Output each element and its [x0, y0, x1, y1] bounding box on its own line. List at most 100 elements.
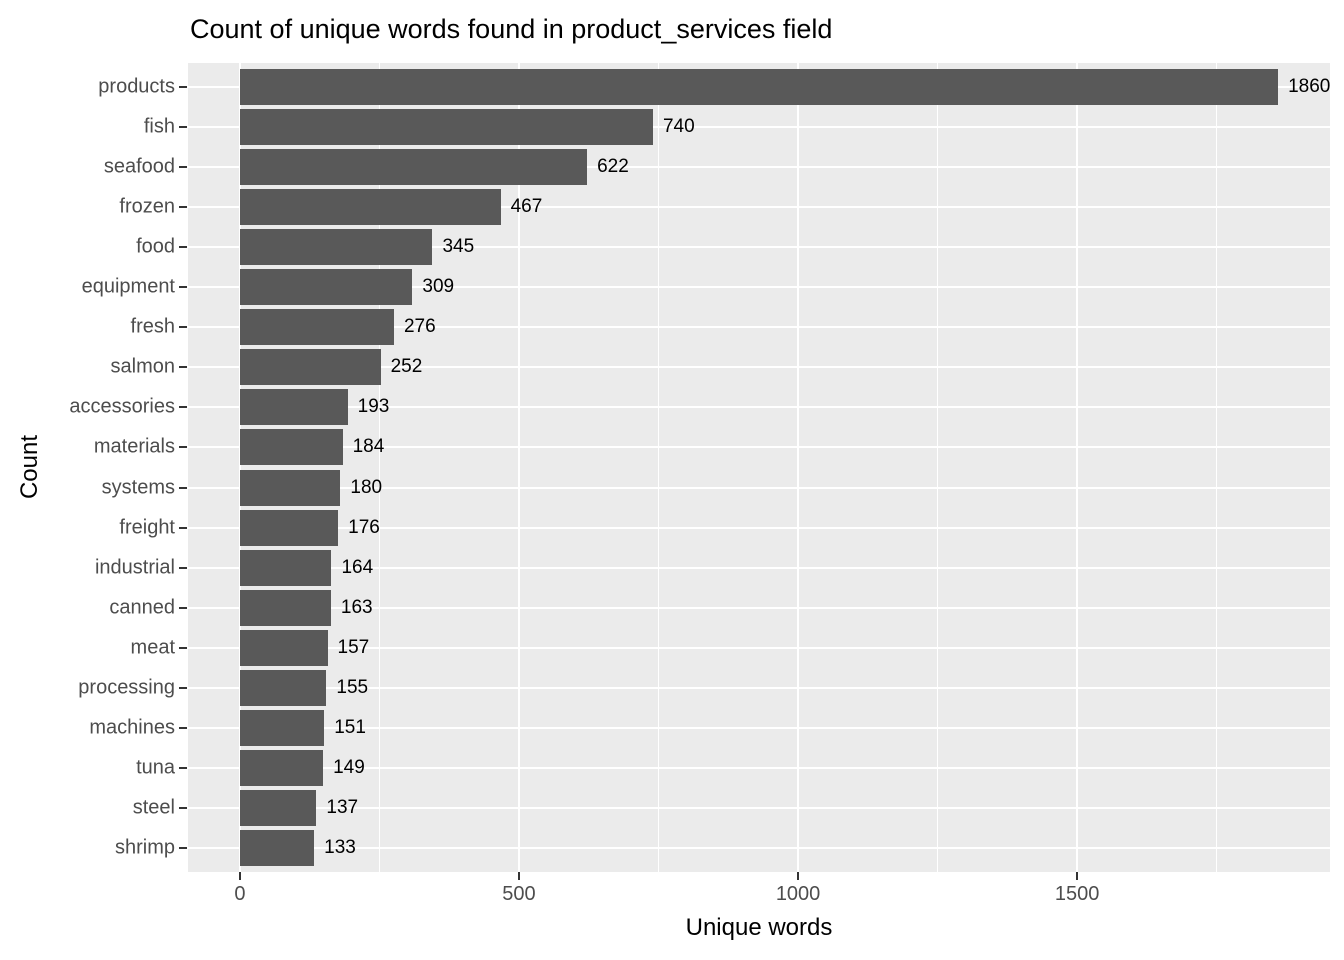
y-axis-tick-mark	[179, 366, 187, 369]
bar	[239, 429, 343, 466]
gridline-major-horizontal	[188, 846, 1330, 849]
gridline-major-horizontal	[188, 206, 1330, 209]
bar	[239, 389, 348, 426]
gridline-major-horizontal	[188, 246, 1330, 249]
bar-value-label: 176	[348, 516, 380, 538]
y-axis-tick-label: meat	[130, 636, 175, 659]
y-axis-tick-mark	[179, 686, 187, 689]
bar-value-label: 180	[350, 476, 383, 498]
bar-value-label: 252	[390, 356, 423, 378]
bar-value-label: 137	[326, 796, 359, 818]
bar-value-label: 309	[422, 276, 455, 298]
y-axis-tick-mark	[179, 286, 187, 289]
x-axis: 0 500 1000 1500	[188, 872, 1330, 917]
bar-value-label: 164	[341, 556, 374, 578]
y-axis-tick-label: materials	[93, 435, 175, 458]
gridline-minor-vertical	[378, 63, 380, 872]
y-axis-tick-label: equipment	[81, 275, 175, 298]
y-axis-tick-mark	[179, 246, 187, 249]
bar	[239, 509, 339, 546]
bar	[239, 549, 332, 586]
bar	[239, 149, 588, 186]
gridline-major-horizontal	[188, 446, 1330, 449]
y-axis-tick-mark	[179, 206, 187, 209]
bar	[239, 669, 327, 706]
gridline-major-horizontal	[188, 166, 1330, 169]
bar-value-label: 345	[442, 236, 475, 258]
y-axis-tick-label: shrimp	[114, 836, 175, 859]
y-axis-tick-mark	[179, 126, 187, 129]
y-axis-tick-label: products	[98, 75, 175, 98]
y-axis-tick-label: frozen	[119, 195, 175, 218]
x-axis-tick-label: 0	[234, 883, 246, 905]
y-axis-tick-label: systems	[101, 476, 175, 499]
plot-title: Count of unique words found in product_s…	[190, 14, 833, 44]
bar	[239, 229, 433, 266]
gridline-major-horizontal	[188, 806, 1330, 809]
gridline-major-horizontal	[188, 606, 1330, 609]
y-axis-tick-label: fresh	[130, 315, 175, 338]
gridline-minor-vertical	[1216, 63, 1218, 872]
plot-panel: 1860 740 622 467 345 309 276 252 193 184 180 176 164…	[188, 63, 1330, 872]
x-axis-tick-mark	[517, 872, 520, 880]
y-axis-tick-mark	[179, 726, 187, 729]
bar	[239, 109, 653, 146]
gridline-major-horizontal	[188, 286, 1330, 289]
y-axis-tick-mark	[179, 326, 187, 329]
x-axis-tick-mark	[797, 872, 800, 880]
gridline-minor-vertical	[658, 63, 660, 872]
bar	[239, 629, 328, 666]
bar	[239, 749, 324, 786]
bar-value-label: 622	[597, 156, 629, 178]
gridline-major-horizontal	[188, 526, 1330, 529]
bar	[239, 69, 1279, 106]
y-axis-tick-mark	[179, 166, 187, 169]
gridline-major-horizontal	[188, 326, 1330, 329]
y-axis-tick-label: steel	[132, 796, 175, 819]
y-axis-tick-label: processing	[78, 676, 175, 699]
y-axis-tick-label: canned	[109, 596, 175, 619]
y-axis-tick-label: salmon	[110, 355, 175, 378]
bar-value-label: 151	[334, 716, 366, 738]
y-axis-tick-mark	[179, 446, 187, 449]
y-axis-tick-label: tuna	[136, 756, 175, 779]
x-axis-tick-mark	[238, 872, 241, 880]
gridline-major-vertical	[238, 63, 241, 872]
bar-value-label: 184	[352, 436, 385, 458]
gridline-major-horizontal	[188, 366, 1330, 369]
x-axis-tick-label: 1500	[1054, 883, 1100, 905]
y-axis-tick-label: machines	[89, 716, 175, 739]
bar-value-label: 133	[324, 836, 356, 858]
y-axis: products fish seafood frozen food equipment fr…	[0, 63, 188, 872]
y-axis-tick-mark	[179, 486, 187, 489]
y-axis-tick-label: fish	[143, 115, 175, 138]
bar	[239, 709, 325, 746]
gridline-major-horizontal	[188, 566, 1330, 569]
bar	[239, 469, 341, 506]
gridline-major-horizontal	[188, 406, 1330, 409]
gridline-major-horizontal	[188, 686, 1330, 689]
y-axis-tick-mark	[179, 526, 187, 529]
bar	[239, 829, 315, 866]
bar-value-label: 193	[357, 396, 390, 418]
gridline-major-vertical	[517, 63, 520, 872]
gridline-minor-vertical	[937, 63, 939, 872]
y-axis-tick-mark	[179, 606, 187, 609]
x-axis-tick-mark	[1076, 872, 1079, 880]
gridline-major-horizontal	[188, 126, 1330, 129]
y-axis-title: Count	[16, 434, 43, 500]
x-axis-tick-label: 1000	[775, 883, 821, 905]
bar-value-label: 467	[510, 196, 543, 218]
bar-value-label: 740	[662, 116, 695, 138]
bar-value-label: 276	[403, 316, 436, 338]
gridline-major-vertical	[1076, 63, 1079, 872]
y-axis-tick-mark	[179, 766, 187, 769]
gridline-major-horizontal	[188, 646, 1330, 649]
y-axis-tick-label: food	[136, 235, 175, 258]
bar	[239, 269, 413, 306]
y-axis-tick-label: seafood	[103, 155, 175, 178]
gridline-major-horizontal	[188, 486, 1330, 489]
gridline-major-horizontal	[188, 726, 1330, 729]
bar-value-label: 157	[337, 636, 370, 658]
y-axis-tick-mark	[179, 846, 187, 849]
